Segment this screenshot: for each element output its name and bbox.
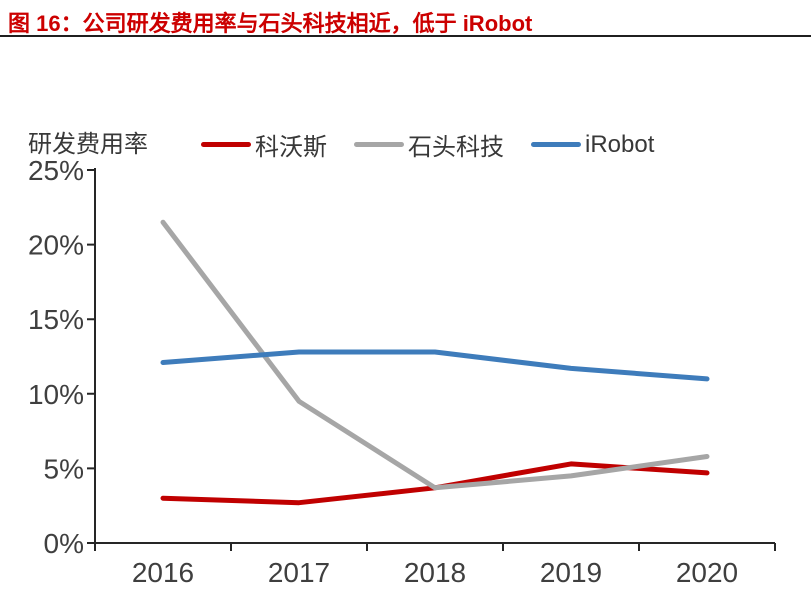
title-divider [0, 35, 811, 37]
legend-swatch-roborock [354, 142, 404, 147]
x-tick-label: 2019 [540, 557, 602, 588]
legend-swatch-irobot [531, 142, 581, 147]
legend-label-roborock: 石头科技 [408, 134, 504, 161]
legend-label-ecovacs: 科沃斯 [255, 134, 327, 161]
axes [87, 168, 776, 551]
legend-label-irobot: iRobot [585, 130, 655, 158]
legend-item-irobot: iRobot [531, 131, 654, 159]
y-tick-label: 10% [28, 379, 84, 410]
x-tick-label: 2020 [676, 557, 738, 588]
y-tick-label: 15% [28, 304, 84, 335]
y-axis-title: 研发费用率 [28, 131, 148, 158]
x-tick-label: 2016 [132, 557, 194, 588]
legend-item-roborock: 石头科技 [354, 127, 504, 162]
legend-item-ecovacs: 科沃斯 [201, 127, 327, 162]
x-tick-label: 2018 [404, 557, 466, 588]
legend-swatch-ecovacs [201, 142, 251, 147]
chart-legend: 科沃斯 石头科技 iRobot [201, 127, 654, 162]
y-tick-label: 5% [44, 453, 84, 484]
x-tick-label: 2017 [268, 557, 330, 588]
y-tick-label: 0% [44, 528, 84, 559]
y-tick-label: 25% [28, 155, 84, 186]
y-tick-label: 20% [28, 230, 84, 261]
series-line-roborock [160, 219, 710, 491]
figure-title: 图 16：公司研发费用率与石头科技相近，低于 iRobot [8, 11, 533, 36]
series-line-irobot [160, 349, 710, 382]
